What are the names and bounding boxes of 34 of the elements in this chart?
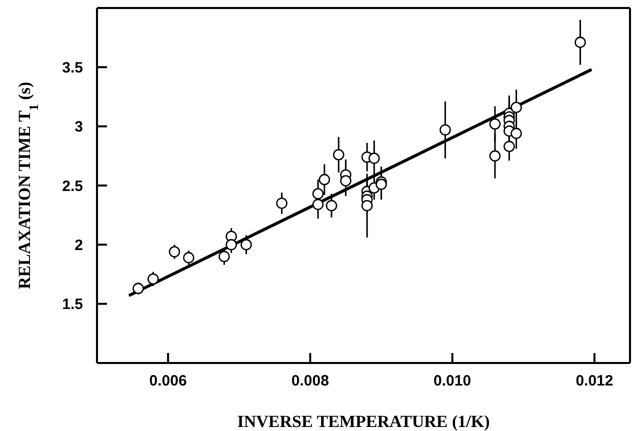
point <box>276 198 288 209</box>
point <box>147 273 159 285</box>
point <box>440 124 451 136</box>
point <box>368 152 380 164</box>
point <box>168 246 180 258</box>
x-tick-label: 0.006 <box>149 372 187 390</box>
point <box>318 174 330 186</box>
x-axis-title: INVERSE TEMPERATURE (1/K) <box>237 412 490 431</box>
point <box>340 175 352 186</box>
point <box>332 149 344 160</box>
y-tick-label: 2 <box>74 236 83 254</box>
point <box>312 188 324 200</box>
point <box>574 36 586 48</box>
point <box>376 178 387 190</box>
y-tick-label: 3.5 <box>62 59 83 76</box>
y-tick-label: 2.5 <box>62 178 83 195</box>
point <box>489 118 501 130</box>
x-tick-label: 0.012 <box>576 372 614 390</box>
point <box>504 140 515 152</box>
y-tick-label: 1.5 <box>62 296 83 314</box>
point <box>183 252 194 264</box>
point <box>510 102 522 114</box>
point <box>510 128 522 140</box>
point <box>132 282 144 294</box>
point <box>361 200 373 212</box>
point <box>326 200 338 212</box>
point <box>312 198 324 210</box>
point <box>240 239 252 250</box>
x-tick-label: 0.008 <box>291 372 329 390</box>
point <box>489 150 501 162</box>
point <box>218 250 230 262</box>
x-tick-label: 0.010 <box>434 372 472 390</box>
y-tick-label: 3 <box>74 118 83 136</box>
point <box>226 239 237 250</box>
